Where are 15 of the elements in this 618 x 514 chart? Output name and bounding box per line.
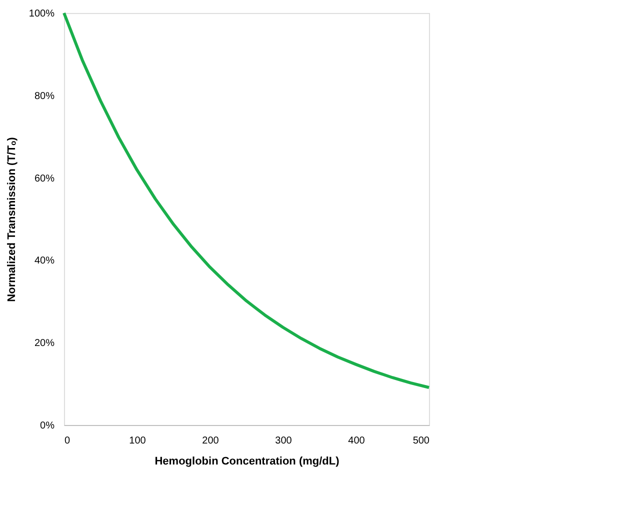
y-tick-label: 60% [34, 173, 55, 184]
y-tick-label: 20% [34, 338, 55, 350]
y-tick-label: 0% [40, 420, 55, 432]
y-tick-label: 100% [28, 8, 55, 20]
x-axis-title: Hemoglobin Concentration (mg/dL) [154, 456, 340, 468]
x-tick-label: 500 [412, 436, 430, 446]
y-tick-label: 40% [34, 256, 55, 267]
x-tick-label: 400 [348, 436, 366, 446]
x-tick-label: 100 [129, 436, 146, 446]
line-series [62, 12, 430, 390]
y-tick-label: 80% [34, 90, 55, 102]
x-tick-label: 200 [202, 436, 220, 446]
x-tick-label: 300 [275, 436, 292, 446]
x-tick-label: 0 [64, 436, 70, 446]
y-axis-title: Normalized Transmission (T/Tₒ) [6, 136, 18, 302]
